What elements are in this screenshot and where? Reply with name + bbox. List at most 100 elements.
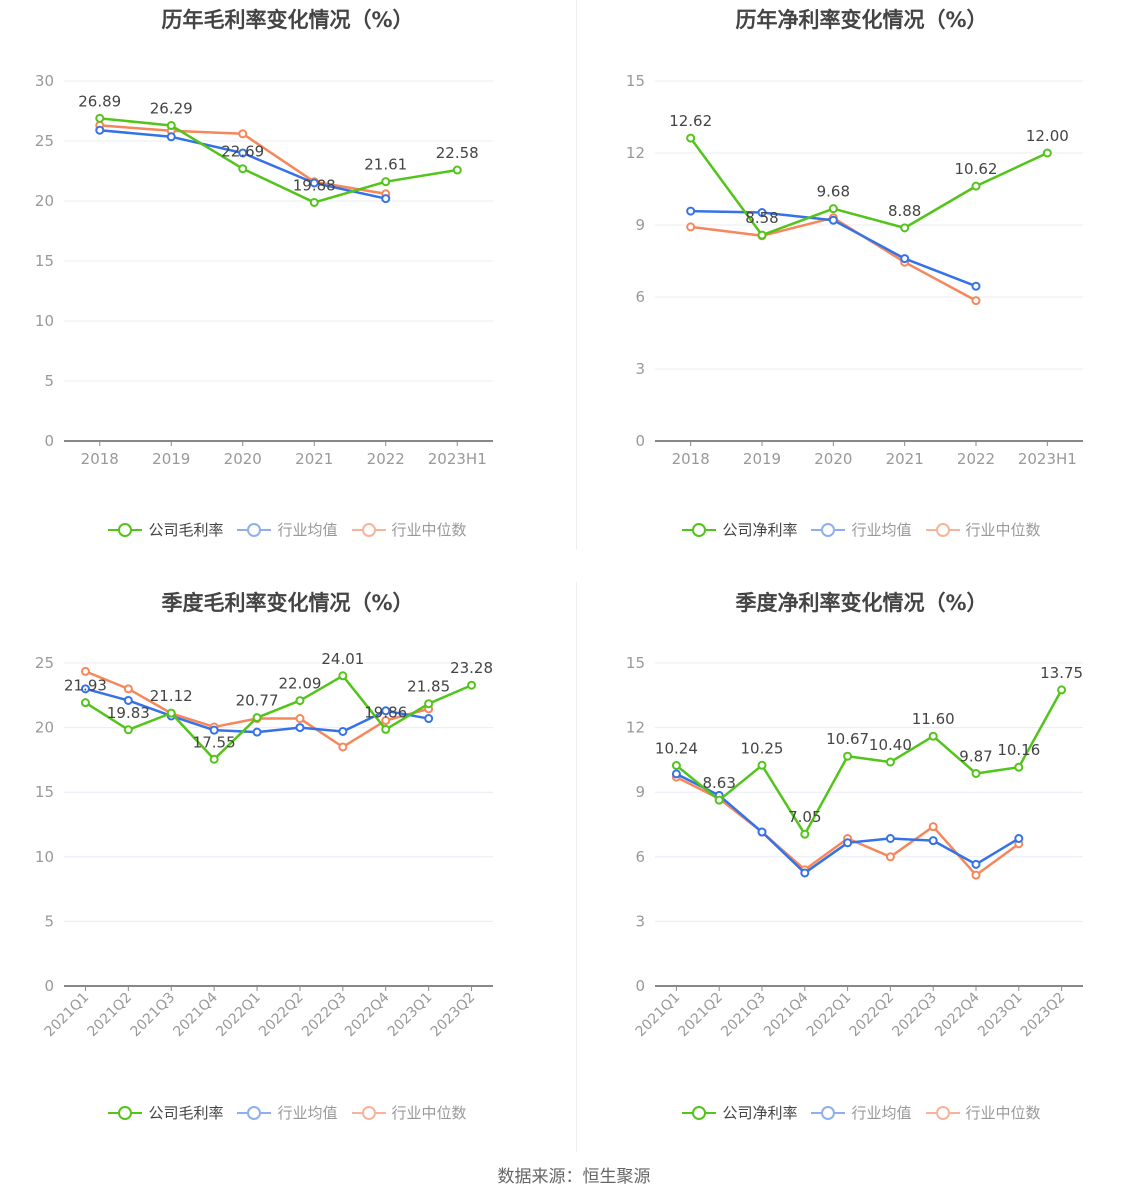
data-point-company: [1042, 148, 1052, 158]
legend-label: 公司毛利率: [148, 521, 224, 539]
legend-label: 公司净利率: [722, 521, 798, 539]
data-point-company: [1057, 685, 1067, 695]
legend-item-industry-average[interactable]: 行业均值: [811, 1102, 912, 1123]
y-tick-label: 6: [635, 848, 645, 866]
vertical-divider: [576, 0, 577, 550]
data-point-median: [971, 870, 981, 880]
chart-plot: 0 5 10 15 20 25 2021Q12021Q22021Q32021Q42022Q1…: [35, 650, 493, 1041]
legend-item-industry-median[interactable]: 行业中位数: [925, 519, 1041, 540]
data-point-median: [123, 684, 133, 694]
data-point-avg: [757, 827, 767, 837]
data-label: 10.40: [869, 736, 912, 754]
legend-item-company[interactable]: 公司净利率: [682, 519, 797, 540]
data-label: 23.28: [450, 659, 493, 677]
x-tick-label: 2022: [957, 450, 995, 468]
x-tick-label: 2023Q1: [975, 990, 1026, 1041]
data-point-company: [338, 671, 348, 681]
data-point-median: [238, 129, 248, 139]
x-tick-label: 2019: [743, 450, 781, 468]
legend-item-company[interactable]: 公司毛利率: [108, 1102, 223, 1123]
data-point-company: [295, 696, 305, 706]
x-tick-label: 2022Q3: [299, 990, 350, 1041]
y-tick-label: 15: [35, 252, 54, 270]
chart-panel-annual-gross-margin: 历年毛利率变化情况（%） 0 5 10 15 20 25 30 2018 2019 2020 202…: [0, 0, 575, 560]
y-tick-label: 9: [635, 216, 645, 234]
x-tick-label: 2022Q4: [932, 989, 983, 1040]
x-tick-label: 2021Q2: [85, 990, 136, 1041]
y-tick-label: 25: [35, 132, 54, 150]
x-tick-label: 2023H1: [428, 450, 487, 468]
x-tick-label: 2022Q1: [804, 990, 855, 1041]
legend-item-company[interactable]: 公司净利率: [682, 1102, 797, 1123]
data-point-avg: [295, 723, 305, 733]
data-point-median: [885, 852, 895, 862]
y-tick-label: 5: [44, 912, 54, 930]
series-line-company: [84, 674, 473, 761]
data-point-company: [971, 768, 981, 778]
data-point-company: [452, 165, 462, 175]
data-label: 20.77: [236, 692, 279, 710]
legend-item-industry-average[interactable]: 行业均值: [237, 519, 338, 540]
x-tick-label: 2023Q2: [428, 990, 479, 1041]
data-point-avg: [885, 833, 895, 843]
legend-label: 行业中位数: [391, 521, 467, 539]
data-point-avg: [238, 148, 248, 158]
data-point-company: [757, 230, 767, 240]
data-label: 9.87: [959, 747, 992, 765]
legend-line-marker-icon: [811, 1105, 846, 1121]
data-label: 17.55: [193, 733, 236, 751]
data-point-median: [686, 222, 696, 232]
legend-item-industry-average[interactable]: 行业均值: [237, 1102, 338, 1123]
data-point-company: [424, 699, 434, 709]
legend-line-marker-icon: [811, 522, 846, 538]
data-label: 21.93: [64, 677, 107, 695]
legend-item-industry-median[interactable]: 行业中位数: [351, 519, 467, 540]
data-label: 21.12: [150, 687, 193, 705]
y-tick-label: 15: [626, 72, 645, 90]
legend-line-marker-icon: [237, 522, 272, 538]
data-point-avg: [1014, 833, 1024, 843]
data-point-median: [338, 742, 348, 752]
y-tick-label: 12: [626, 719, 645, 737]
data-label: 9.68: [817, 183, 850, 201]
data-label: 19.83: [107, 704, 150, 722]
data-point-company: [971, 181, 981, 191]
x-tick-label: 2021: [295, 450, 333, 468]
x-tick-label: 2021Q3: [718, 990, 769, 1041]
data-point-company: [238, 164, 248, 174]
legend-item-industry-median[interactable]: 行业中位数: [351, 1102, 467, 1123]
data-label: 22.69: [221, 143, 264, 161]
data-point-avg: [757, 208, 767, 218]
legend-item-industry-average[interactable]: 行业均值: [811, 519, 912, 540]
chart-panel-annual-net-margin: 历年净利率变化情况（%） 0 3 6 9 12 15 2018 2019 2020 2021 202…: [575, 0, 1148, 560]
x-tick-label: 2022Q2: [847, 990, 898, 1041]
data-label: 24.01: [321, 650, 364, 668]
legend-item-company[interactable]: 公司毛利率: [108, 519, 223, 540]
series-line-median: [690, 216, 977, 302]
legend-line-marker-icon: [682, 1105, 717, 1121]
x-tick-label: 2023Q1: [385, 990, 436, 1041]
data-label: 13.75: [1040, 664, 1083, 682]
data-point-avg: [800, 868, 810, 878]
y-tick-label: 30: [35, 72, 54, 90]
data-point-company: [95, 113, 105, 123]
legend-label: 行业中位数: [965, 521, 1041, 539]
legend-item-industry-median[interactable]: 行业中位数: [925, 1102, 1041, 1123]
legend-line-marker-icon: [237, 1105, 272, 1121]
data-point-avg: [166, 132, 176, 142]
x-tick-label: 2020: [814, 450, 852, 468]
x-tick-label: 2020: [224, 450, 262, 468]
x-tick-label: 2021Q1: [42, 990, 93, 1041]
legend-line-marker-icon: [682, 522, 717, 538]
data-point-company: [900, 223, 910, 233]
legend-line-marker-icon: [108, 1105, 143, 1121]
y-tick-label: 9: [635, 783, 645, 801]
legend-line-marker-icon: [351, 522, 386, 538]
data-label: 21.85: [407, 678, 450, 696]
data-label: 10.16: [997, 741, 1040, 759]
x-tick-label: 2021Q4: [170, 989, 221, 1040]
data-point-company: [252, 713, 262, 723]
data-source-footer: 数据来源：恒生聚源: [497, 1167, 651, 1187]
data-point-avg: [971, 281, 981, 291]
data-point-company: [686, 133, 696, 143]
